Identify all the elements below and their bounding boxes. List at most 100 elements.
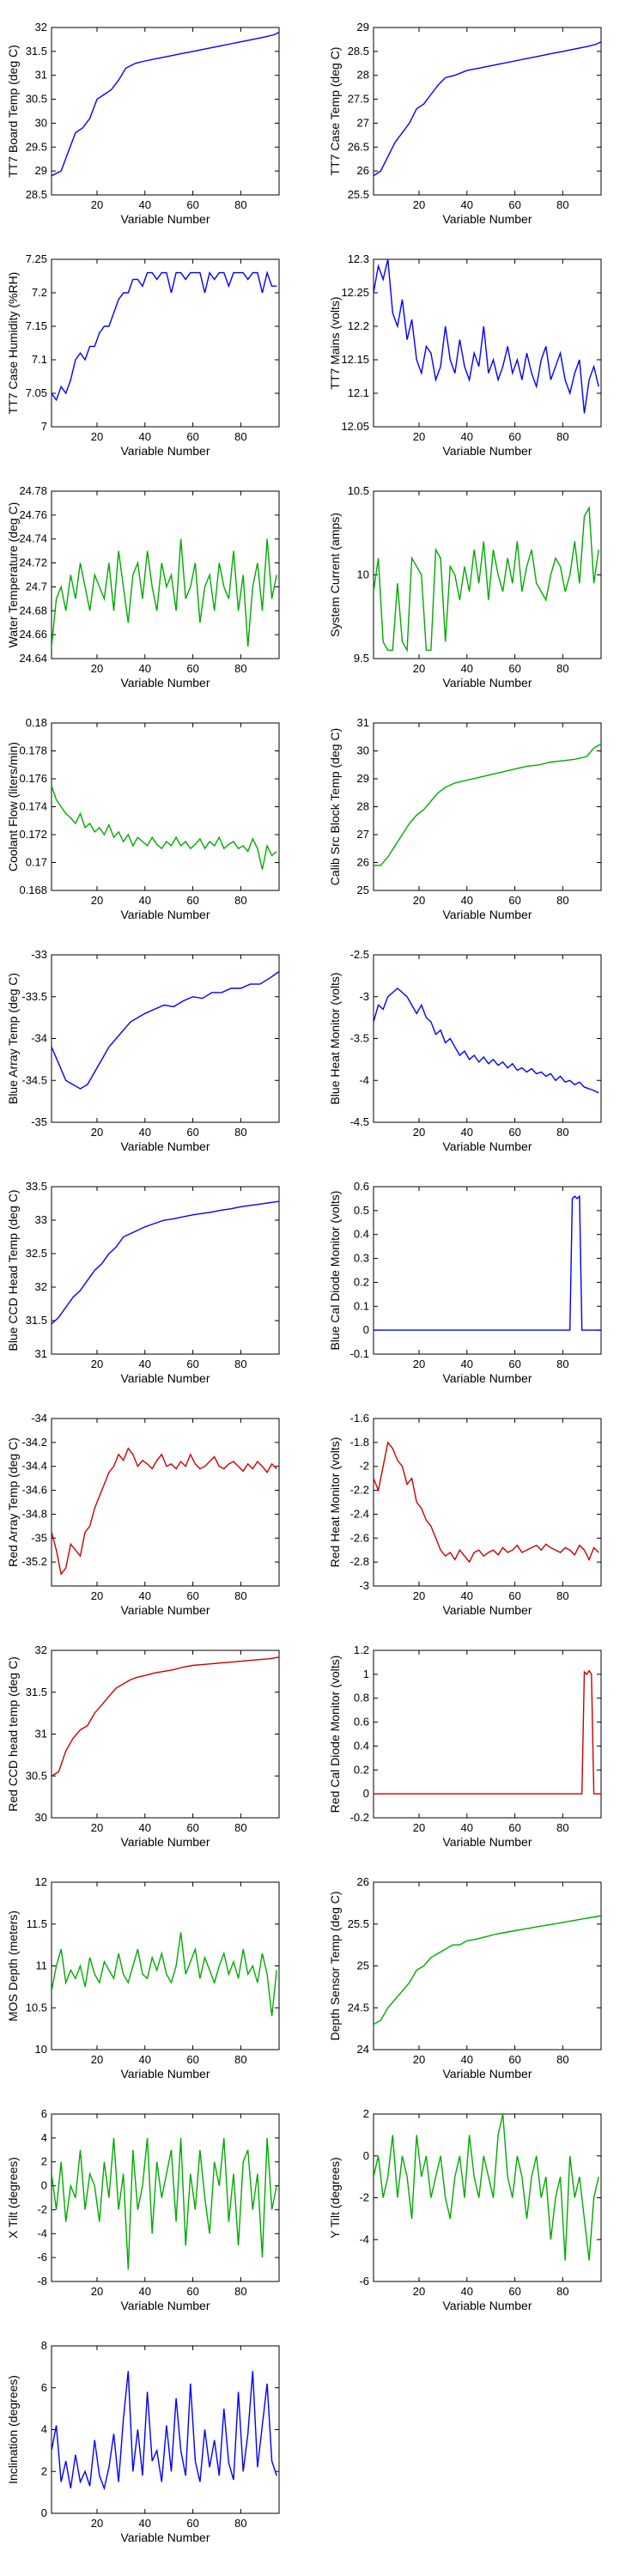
y-tick-label: 7.15 bbox=[26, 319, 47, 332]
x-tick-label: 80 bbox=[234, 1821, 246, 1834]
series-line bbox=[52, 31, 279, 177]
x-axis-label: Variable Number bbox=[442, 444, 532, 458]
y-axis-label: Red Cal Diode Monitor (volts) bbox=[328, 1656, 342, 1814]
series-line bbox=[374, 2114, 599, 2261]
chart-panel: 20 40 60 80 24 24.5 25 25.5 26 Variable Number Dep… bbox=[322, 1855, 644, 2087]
y-tick-label: 7.2 bbox=[32, 286, 47, 299]
y-tick-label: 29 bbox=[357, 772, 369, 785]
y-tick-label: 0 bbox=[363, 1787, 369, 1800]
y-tick-label: 24.76 bbox=[19, 508, 47, 521]
x-tick-label: 40 bbox=[461, 2285, 473, 2298]
x-tick-label: 20 bbox=[413, 2053, 425, 2066]
x-axis-label: Variable Number bbox=[442, 1371, 532, 1385]
series-line bbox=[52, 270, 277, 402]
y-tick-label: 26 bbox=[357, 1875, 369, 1888]
y-tick-label: 24.72 bbox=[19, 556, 47, 569]
chart-svg: 20 40 60 80 24 24.5 25 25.5 26 Variable Number Dep… bbox=[328, 1875, 602, 2081]
y-tick-label: -2.6 bbox=[350, 1531, 369, 1544]
y-tick-label: -3 bbox=[359, 990, 369, 1003]
chart-svg: 20 40 60 80 7 7.05 7.1 7.15 7.2 7.25 Variable Numb… bbox=[6, 252, 280, 458]
plot-frame bbox=[373, 954, 602, 1123]
y-axis-label: Red Heat Monitor (volts) bbox=[328, 1437, 342, 1568]
plot-frame bbox=[373, 27, 602, 196]
x-axis-label: Variable Number bbox=[120, 2530, 210, 2544]
y-tick-label: 32.5 bbox=[26, 1247, 47, 1260]
chart-svg: 20 40 60 80 -0.2 0 0.2 0.4 0.6 0.8 1 1.2 Variable Nu… bbox=[328, 1643, 602, 1849]
y-tick-label: 0.1 bbox=[354, 1299, 369, 1312]
y-tick-label: 9.5 bbox=[354, 652, 369, 665]
y-axis-label: Depth Sensor Temp (deg C) bbox=[328, 1891, 342, 2040]
x-tick-label: 20 bbox=[413, 1821, 425, 1834]
chart-panel: 20 40 60 80 0.168 0.17 0.172 0.174 0.176 0.178 0.1… bbox=[0, 696, 322, 927]
y-tick-label: 0.17 bbox=[26, 856, 47, 869]
y-tick-label: 31.5 bbox=[26, 45, 47, 58]
x-tick-label: 60 bbox=[508, 1358, 520, 1370]
x-tick-label: 80 bbox=[234, 1589, 246, 1602]
x-axis-label: Variable Number bbox=[120, 908, 210, 921]
series-line bbox=[52, 1200, 279, 1325]
x-tick-label: 80 bbox=[234, 430, 246, 443]
y-tick-label: 0 bbox=[41, 2179, 47, 2192]
y-tick-label: 24.66 bbox=[19, 628, 47, 641]
chart-svg: 20 40 60 80 25.5 26 26.5 27 27.5 28 28.5 29 Variable… bbox=[328, 21, 602, 226]
chart-svg: 20 40 60 80 25 26 27 28 29 30 31 Variable Number Cal… bbox=[328, 716, 602, 921]
y-tick-label: -2 bbox=[359, 1460, 369, 1473]
y-tick-label: 0 bbox=[363, 1323, 369, 1336]
y-axis-label: TT7 Mains (volts) bbox=[328, 296, 342, 389]
series-line bbox=[374, 1194, 601, 1331]
chart-panel: 20 40 60 80 25 26 27 28 29 30 31 Variable Number Cal… bbox=[322, 696, 644, 927]
y-tick-label: -8 bbox=[37, 2275, 47, 2287]
x-tick-label: 40 bbox=[461, 1358, 473, 1370]
y-tick-label: 32 bbox=[35, 1643, 47, 1656]
x-tick-label: 60 bbox=[186, 1589, 198, 1602]
plot-frame bbox=[51, 1649, 280, 1819]
y-tick-label: -6 bbox=[359, 2275, 369, 2287]
x-tick-label: 20 bbox=[91, 2285, 103, 2298]
chart-panel: 20 40 60 80 -6 -4 -2 0 2 Variable Number Y Tilt (d… bbox=[322, 2087, 644, 2318]
series-line bbox=[52, 2137, 277, 2270]
series-line bbox=[374, 259, 599, 414]
chart-panel: 20 40 60 80 -3 -2.8 -2.6 -2.4 -2.2 -2 -1.8 -1.6 Vari… bbox=[322, 1391, 644, 1623]
y-tick-label: 6 bbox=[41, 2107, 47, 2120]
series-line bbox=[374, 1441, 599, 1564]
y-tick-label: -2 bbox=[37, 2202, 47, 2215]
y-tick-label: 30 bbox=[357, 744, 369, 757]
y-tick-label: 30.5 bbox=[26, 93, 47, 106]
y-axis-label: Coolant Flow (liters/min) bbox=[6, 742, 20, 872]
y-tick-label: -34 bbox=[31, 1032, 47, 1045]
y-tick-label: 24.64 bbox=[19, 652, 47, 665]
y-tick-label: 27.5 bbox=[348, 93, 369, 106]
y-tick-label: 25 bbox=[357, 884, 369, 896]
x-tick-label: 80 bbox=[234, 894, 246, 907]
chart-svg: 20 40 60 80 31 31.5 32 32.5 33 33.5 Variable Numbe… bbox=[6, 1180, 280, 1385]
x-tick-label: 60 bbox=[508, 1589, 520, 1602]
y-tick-label: -2.5 bbox=[350, 948, 369, 961]
x-axis-label: Variable Number bbox=[120, 2299, 210, 2312]
y-tick-label: -35 bbox=[31, 1531, 47, 1544]
x-tick-label: 20 bbox=[91, 1589, 103, 1602]
y-tick-label: 10 bbox=[35, 2043, 47, 2056]
y-tick-label: 0.18 bbox=[26, 716, 47, 729]
plot-frame bbox=[373, 1418, 602, 1587]
y-tick-label: 33.5 bbox=[26, 1180, 47, 1193]
x-tick-label: 40 bbox=[139, 2053, 151, 2066]
y-tick-label: 12 bbox=[35, 1875, 47, 1888]
x-tick-label: 80 bbox=[556, 1126, 568, 1139]
chart-svg: 20 40 60 80 0 2 4 6 8 Variable Number Inclination … bbox=[6, 2339, 280, 2544]
chart-panel: 20 40 60 80 7 7.05 7.1 7.15 7.2 7.25 Variable Numb… bbox=[0, 232, 322, 464]
y-tick-label: -0.2 bbox=[350, 1811, 369, 1824]
x-axis-label: Variable Number bbox=[120, 2067, 210, 2081]
x-tick-label: 80 bbox=[234, 1358, 246, 1370]
y-axis-label: Red CCD head temp (deg C) bbox=[6, 1656, 20, 1812]
chart-svg: 20 40 60 80 10 10.5 11 11.5 12 Variable Number MOS… bbox=[6, 1875, 280, 2081]
y-tick-label: 11.5 bbox=[27, 1917, 47, 1930]
x-tick-label: 60 bbox=[186, 2053, 198, 2066]
x-tick-label: 80 bbox=[556, 2285, 568, 2298]
y-axis-label: System Current (amps) bbox=[328, 513, 342, 637]
chart-svg: 20 40 60 80 -35 -34.5 -34 -33.5 -33 Variable Numb… bbox=[6, 948, 280, 1153]
plot-frame bbox=[373, 1649, 602, 1819]
x-tick-label: 60 bbox=[186, 662, 198, 675]
x-tick-label: 20 bbox=[91, 894, 103, 907]
series-line bbox=[374, 743, 601, 866]
chart-svg: 20 40 60 80 -4.5 -4 -3.5 -3 -2.5 Variable Number B… bbox=[328, 948, 602, 1153]
